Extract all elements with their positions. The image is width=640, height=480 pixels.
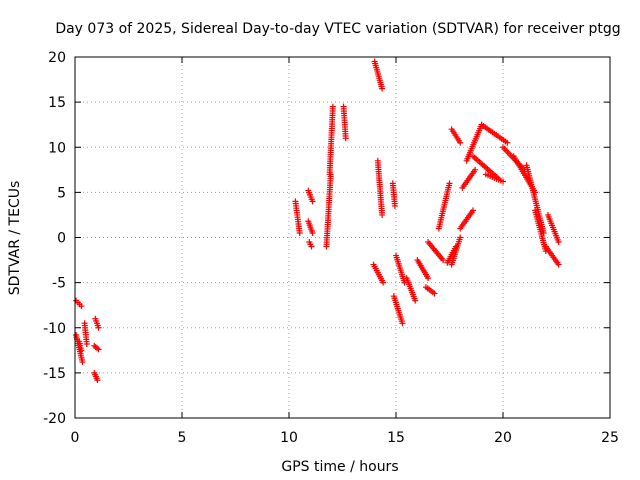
y-tick-label: -15 xyxy=(43,366,66,382)
y-tick-label: 5 xyxy=(57,185,66,201)
data-point xyxy=(412,297,419,304)
plot-frame xyxy=(74,56,611,419)
y-axis-label: SDTVAR / TECUs xyxy=(7,181,23,296)
y-tick-label: -10 xyxy=(43,321,66,337)
x-tick-label: 15 xyxy=(387,430,405,446)
data-point xyxy=(296,229,303,236)
data-point xyxy=(431,290,438,297)
data-point xyxy=(504,139,511,146)
data-point xyxy=(309,229,316,236)
data-point xyxy=(79,359,86,366)
data-point xyxy=(342,135,349,142)
data-point xyxy=(83,340,90,347)
y-tick-label: 15 xyxy=(48,95,66,111)
data-point xyxy=(500,178,506,185)
data-point xyxy=(457,139,464,146)
data-points xyxy=(73,58,562,384)
data-point xyxy=(440,257,447,264)
y-tick-label: 10 xyxy=(48,140,66,156)
data-point xyxy=(457,234,464,241)
x-tick-label: 10 xyxy=(280,430,298,446)
y-tick-label: -5 xyxy=(52,276,66,292)
x-tick-label: 0 xyxy=(71,430,80,446)
data-point xyxy=(308,243,315,250)
chart-title: Day 073 of 2025, Sidereal Day-to-day VTE… xyxy=(55,21,620,37)
data-point xyxy=(555,239,562,246)
x-axis-label: GPS time / hours xyxy=(281,459,398,475)
x-tick-label: 20 xyxy=(494,430,512,446)
data-point xyxy=(78,303,85,310)
data-point xyxy=(555,261,562,268)
x-tick-label: 25 xyxy=(601,430,619,446)
data-point xyxy=(472,166,479,173)
data-point xyxy=(379,211,386,218)
data-point xyxy=(78,347,85,354)
data-point xyxy=(425,275,432,282)
data-point xyxy=(95,346,102,353)
data-point xyxy=(329,103,336,110)
x-tick-label: 5 xyxy=(178,430,187,446)
data-point xyxy=(446,180,453,187)
data-point xyxy=(380,279,387,286)
data-point xyxy=(309,198,316,205)
data-point xyxy=(95,324,102,331)
data-point xyxy=(379,85,386,92)
y-tick-label: 20 xyxy=(48,50,66,66)
grid-lines xyxy=(75,57,610,418)
axis-ticks: 0 5 10 15 20 25 20 15 10 5 0 -5 -10 -15 -20 xyxy=(43,50,619,446)
data-point xyxy=(94,377,101,384)
y-tick-label: -20 xyxy=(43,411,66,427)
y-tick-label: 0 xyxy=(57,231,66,247)
data-point xyxy=(470,207,477,214)
data-point xyxy=(399,320,406,327)
data-point xyxy=(391,202,398,209)
